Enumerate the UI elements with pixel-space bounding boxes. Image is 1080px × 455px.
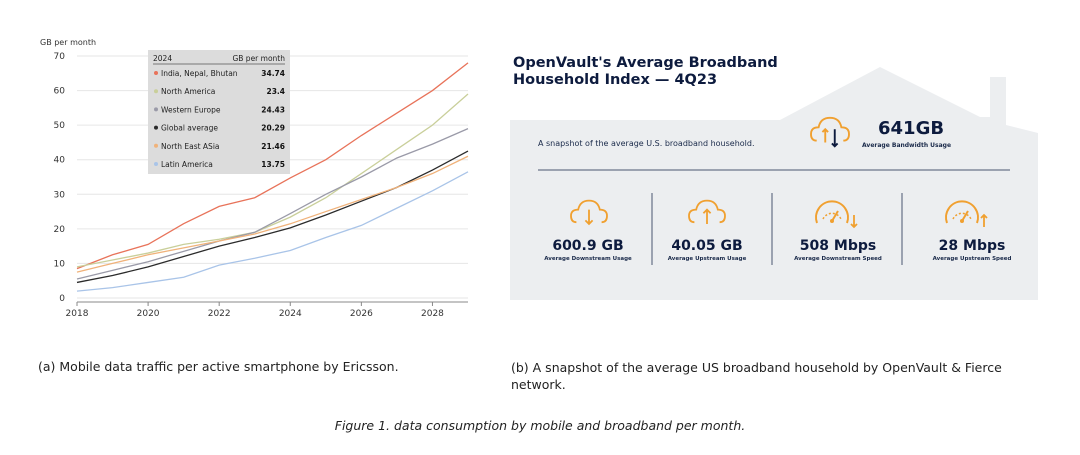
x-tick-label: 2020 <box>137 309 160 319</box>
legend-entry-label: North East ASia <box>161 142 220 151</box>
metric-downstream-speed: 508 Mbps Average Downstream Speed <box>794 238 882 262</box>
legend-marker <box>154 71 158 75</box>
x-tick-label: 2028 <box>421 309 444 319</box>
y-tick-label: 30 <box>54 190 66 200</box>
legend-entry-value: 23.4 <box>266 87 285 96</box>
legend-marker <box>154 107 158 112</box>
figure-caption: Figure 1. data consumption by mobile and… <box>334 418 746 433</box>
series-line-0 <box>76 62 469 270</box>
y-tick-label: 70 <box>54 52 66 62</box>
caption-b: (b) A snapshot of the average US broadba… <box>511 360 1002 392</box>
series-line-1 <box>76 93 469 268</box>
legend-marker <box>154 162 158 166</box>
legend-marker <box>154 89 158 94</box>
speedometer-up-icon <box>945 200 988 227</box>
legend-entry-label: Global average <box>161 124 218 133</box>
legend-entry-value: 24.43 <box>261 105 285 114</box>
x-tick-label: 2022 <box>208 309 231 319</box>
legend-marker <box>154 143 158 148</box>
cloud-download-icon <box>570 199 608 226</box>
caption-a: (a) Mobile data traffic per active smart… <box>38 359 399 374</box>
x-tick-label: 2026 <box>350 309 373 319</box>
metric-downstream-usage: 600.9 GB Average Downstream Usage <box>544 238 632 262</box>
y-tick-label: 0 <box>59 294 65 304</box>
legend-box <box>148 50 290 174</box>
legend-entry-value: 13.75 <box>261 160 285 169</box>
y-tick-label: 40 <box>54 156 66 166</box>
legend-entry-value: 20.29 <box>261 124 285 133</box>
series-line-4 <box>76 155 469 273</box>
snapshot-text: A snapshot of the average U.S. broadband… <box>538 139 755 148</box>
openvault-panel: OpenVault's Average Broadband Household … <box>510 55 1040 305</box>
series-line-2 <box>76 128 469 280</box>
total-bandwidth-label: Average Bandwidth Usage <box>862 142 952 149</box>
legend-entry-label: India, Nepal, Bhutan <box>161 69 238 78</box>
metric-upstream-speed: 28 Mbps Average Upstream Speed <box>932 238 1012 262</box>
x-tick-label: 2024 <box>279 309 302 319</box>
legend-entry-label: Western Europe <box>161 105 221 114</box>
legend-entry-label: North America <box>161 87 215 96</box>
y-tick-label: 50 <box>54 121 66 131</box>
y-tick-label: 20 <box>54 225 66 235</box>
cloud-updown-icon <box>810 116 850 148</box>
legend-entry-value: 34.74 <box>261 69 285 78</box>
legend-entry-label: Latin America <box>161 160 213 169</box>
legend-header-year: 2024 <box>153 54 172 63</box>
y-tick-label: 60 <box>54 87 66 97</box>
y-tick-label: 10 <box>54 259 66 269</box>
house-background <box>510 67 1038 300</box>
cloud-upload-icon <box>688 199 726 225</box>
openvault-title: OpenVault's Average Broadband Household … <box>513 55 778 88</box>
legend-header-unit: GB per month <box>232 54 285 63</box>
legend-marker <box>154 125 158 130</box>
total-bandwidth-value: 641GB <box>878 118 945 139</box>
metric-upstream-usage: 40.05 GB Average Upstream Usage <box>667 238 747 262</box>
x-tick-label: 2018 <box>66 309 89 319</box>
y-axis-label: GB per month <box>40 38 96 47</box>
line-chart: 0 10 20 30 40 50 60 70 GB per month 2018 2020 2022 2… <box>40 38 469 319</box>
speedometer-down-icon <box>815 200 858 229</box>
series-line-5 <box>76 171 469 292</box>
legend-entry-value: 21.46 <box>261 142 285 151</box>
